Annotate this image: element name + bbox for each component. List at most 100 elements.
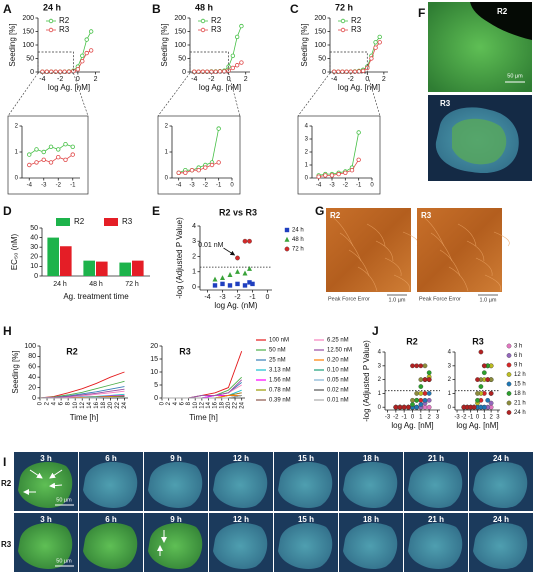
point (48, 160, 54, 165)
cell-colony (473, 462, 528, 509)
point (203, 165, 208, 170)
y-tick-label: 50 (30, 225, 38, 232)
y-tick-label: 0 (154, 395, 158, 402)
cell-colony (343, 462, 398, 509)
point (422, 377, 428, 382)
point (356, 157, 361, 162)
point (475, 377, 480, 382)
y-tick-label: 40 (28, 374, 36, 381)
x-tick-label: 0 (227, 76, 231, 83)
x-tick-label: 10 (193, 401, 199, 408)
zoom-connector (228, 72, 241, 117)
legend-label: 0.39 nM (269, 398, 291, 404)
point (369, 56, 374, 61)
time-label: 18 h (363, 454, 379, 463)
y-tick-label: 40 (30, 234, 38, 241)
point (200, 69, 206, 74)
time-label: 24 h (493, 515, 509, 524)
point (373, 40, 378, 45)
point (216, 160, 221, 165)
point (475, 391, 480, 396)
bar (132, 260, 144, 276)
inset-frame (297, 115, 381, 195)
micrograph-background (470, 2, 532, 40)
legend-label: R2 (211, 16, 222, 25)
point (41, 149, 46, 155)
x-tick-label: -4 (316, 183, 322, 189)
legend-marker (200, 27, 206, 33)
x-tick-label: 10 (73, 401, 79, 408)
time-label: 15 h (298, 454, 314, 463)
afm-fibril (393, 274, 410, 292)
scale-label: 50 µm (56, 558, 72, 564)
point (418, 384, 424, 389)
point (235, 281, 240, 287)
point (422, 397, 428, 403)
point (27, 152, 32, 157)
point (323, 173, 328, 178)
afm-fibril (493, 231, 510, 247)
chart-title: R3 (472, 336, 484, 346)
afm-fibril (430, 232, 453, 262)
point (227, 283, 233, 288)
y-tick-label: 100 (22, 42, 34, 49)
series-line (162, 394, 242, 399)
x-axis-label: log Ag. [nM] (338, 83, 380, 92)
point (410, 363, 415, 369)
point (40, 69, 45, 74)
image-caption: Peak Force Error (419, 296, 461, 302)
x-tick-label: 0 (365, 76, 369, 83)
x-tick-label: 2 (166, 401, 172, 405)
y-tick-label: 50 (26, 55, 34, 62)
point (348, 69, 353, 74)
legend-marker (506, 362, 512, 368)
zoom-box (189, 51, 229, 74)
point (242, 270, 248, 276)
x-tick-label: -2 (393, 415, 399, 421)
x-tick-label: 3 (436, 415, 440, 421)
legend-label: 9 h (514, 363, 522, 369)
point (471, 404, 477, 410)
chart-title: 72 h (335, 2, 353, 12)
time-label: 6 h (105, 515, 117, 524)
cell-colony (148, 462, 203, 509)
y-axis-label: Seeding [%] (8, 23, 17, 66)
point (80, 59, 85, 64)
y-tick-label: 200 (174, 15, 186, 22)
zoom-box (37, 51, 74, 74)
legend-label: 100 nM (269, 338, 289, 344)
point (75, 67, 81, 72)
point (401, 404, 407, 410)
point (239, 23, 244, 29)
afm-fibril (384, 257, 402, 277)
point (247, 265, 252, 271)
legend-label: 3 h (514, 344, 522, 350)
x-tick-label: 24 (239, 401, 245, 408)
point (230, 53, 236, 58)
time-label: 9 h (170, 454, 182, 463)
point (352, 69, 358, 74)
legend-marker (340, 27, 346, 33)
zoom-box (329, 51, 368, 74)
legend-marker (506, 391, 512, 396)
x-tick-label: 2 (94, 76, 98, 83)
zoom-connector (157, 72, 191, 117)
x-tick-label: -4 (27, 183, 33, 189)
point (418, 391, 424, 396)
point (422, 363, 428, 369)
x-tick-label: 16 (213, 401, 219, 408)
y-tick-label: 1 (305, 163, 309, 169)
x-tick-label: -4 (204, 294, 210, 301)
afm-fibril (375, 240, 394, 262)
y-tick-label: 100 (174, 42, 186, 49)
point (234, 63, 240, 68)
legend-label: 0.10 nM (327, 368, 349, 374)
point (485, 397, 491, 403)
y-tick-label: 30 (30, 244, 38, 251)
x-tick-label: -1 (249, 294, 255, 301)
x-tick-label: -2 (203, 183, 209, 189)
afm-fibril (339, 232, 362, 262)
x-tick-label: 8 (186, 401, 192, 405)
y-tick-label: 3 (378, 363, 382, 369)
y-tick-label: 4 (448, 350, 452, 356)
